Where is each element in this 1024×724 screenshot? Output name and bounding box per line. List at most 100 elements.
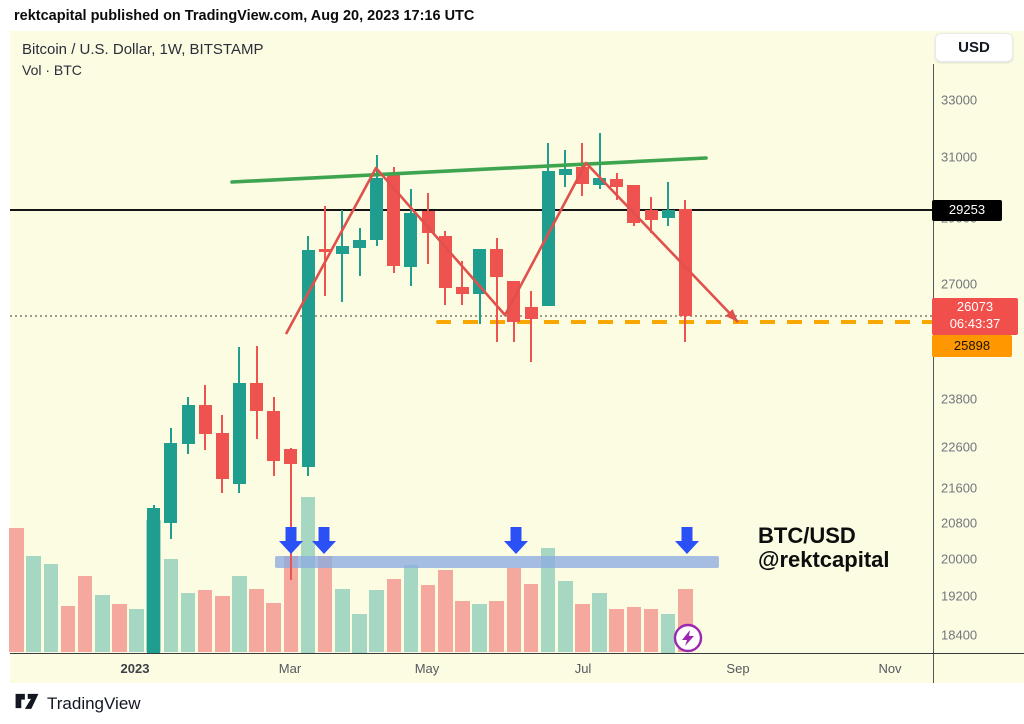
volume-bar (489, 601, 504, 653)
published-line: rektcapital published on TradingView.com… (14, 8, 475, 24)
symbol-title[interactable]: Bitcoin / U.S. Dollar, 1W, BITSTAMP (22, 41, 264, 58)
last-close-badge: 29253 (932, 199, 1002, 221)
price-tick-label: 18400 (941, 627, 978, 643)
price-tick-label: 27000 (941, 276, 978, 292)
candle-wick (461, 261, 464, 306)
volume-bar (60, 605, 76, 653)
candle (490, 248, 504, 278)
volume-bar (386, 579, 402, 653)
volume-bar (232, 576, 247, 653)
footer: TradingView (0, 683, 1024, 724)
candle (575, 167, 589, 185)
watermark-symbol: BTC/USD (758, 523, 856, 548)
candle (524, 306, 538, 320)
candle (455, 286, 469, 295)
candle (232, 383, 246, 484)
volume-bar (215, 596, 230, 653)
candle (558, 169, 572, 176)
candle (198, 404, 212, 435)
time-axis-line (10, 653, 1024, 654)
candle (318, 248, 332, 253)
price-tick-label: 20000 (941, 551, 978, 567)
current-price-badge: 26073 06:43:37 (932, 297, 1018, 335)
candle-wick (341, 209, 344, 302)
candle (627, 185, 641, 224)
volume-bar (678, 588, 693, 653)
candle (250, 383, 264, 411)
candle (301, 249, 315, 468)
candle-wick (530, 291, 532, 363)
volume-bar (660, 613, 676, 653)
volume-bar (626, 607, 642, 653)
volume-bar (558, 580, 573, 653)
volume-bar (300, 496, 316, 653)
volume-bar (77, 576, 93, 653)
volume-bar (249, 588, 264, 653)
volume-bar (609, 608, 625, 653)
candle-wick (289, 447, 292, 581)
volume-bar (403, 565, 419, 653)
time-label: 2023 (120, 661, 150, 676)
volume-bar (523, 583, 539, 653)
volume-bar (283, 555, 299, 653)
price-tick-label: 33000 (941, 92, 978, 108)
candle (678, 208, 692, 316)
volume-bar (420, 585, 436, 653)
time-label: Jul (574, 661, 592, 676)
watermark-handle: @rektcapital (758, 547, 890, 572)
volume-bar (455, 601, 470, 653)
candle (507, 281, 521, 322)
price-tick-label: 19200 (941, 588, 978, 604)
time-label: Sep (726, 661, 750, 676)
alert-level-badge: 25898 (932, 335, 1012, 358)
volume-bar (129, 608, 144, 653)
tradingview-logo-icon[interactable] (14, 691, 40, 716)
candle (147, 507, 161, 653)
candle (387, 175, 401, 266)
volume-bar (26, 555, 42, 653)
candle (661, 209, 675, 219)
candle (541, 171, 555, 307)
candle (335, 245, 349, 255)
volume-bar (112, 604, 127, 653)
price-tick-label: 31000 (941, 149, 978, 165)
dotted-price-line (10, 314, 933, 317)
volume-bar (197, 590, 213, 653)
time-label: May (414, 661, 440, 676)
volume-bar (575, 604, 590, 653)
volume-bar (472, 604, 487, 653)
bar-countdown: 06:43:37 (949, 316, 1001, 332)
black-price-line (10, 209, 933, 211)
candle (215, 433, 229, 479)
volume-bar (643, 608, 659, 653)
candle (644, 209, 658, 221)
volume-bar (9, 527, 24, 653)
volume-bar (317, 555, 333, 653)
volume-bar (43, 563, 59, 653)
volume-bar (352, 613, 367, 653)
volume-bar (540, 547, 556, 653)
price-tick-label: 23800 (941, 391, 978, 407)
candle (593, 178, 607, 186)
time-label: Nov (878, 661, 902, 676)
volume-bar (437, 569, 453, 653)
last-close-value: 29253 (948, 201, 986, 217)
candle (421, 211, 435, 233)
volume-bar (506, 568, 522, 653)
candle (370, 178, 384, 240)
price-tick-label: 20800 (941, 515, 978, 531)
volume-bar (369, 590, 384, 653)
indicator-label[interactable]: Vol · BTC (22, 62, 82, 78)
price-tick-label: 22600 (941, 439, 978, 455)
support-band (275, 556, 719, 568)
candle (181, 404, 195, 444)
candle (473, 248, 487, 295)
volume-bar (335, 588, 350, 653)
currency-toggle-label: USD (958, 39, 990, 56)
current-price-value: 26073 (956, 299, 994, 315)
currency-toggle-button[interactable]: USD (935, 33, 1013, 62)
candle (610, 179, 624, 188)
volume-bar (163, 558, 179, 653)
brand-name[interactable]: TradingView (47, 693, 141, 713)
